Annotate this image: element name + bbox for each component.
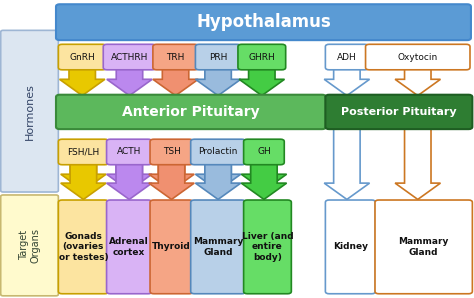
Text: TRH: TRH <box>166 52 185 62</box>
Text: ACTHRH: ACTHRH <box>111 52 148 62</box>
FancyBboxPatch shape <box>325 95 473 129</box>
Polygon shape <box>61 164 106 190</box>
FancyBboxPatch shape <box>375 200 473 294</box>
Polygon shape <box>195 69 241 96</box>
FancyBboxPatch shape <box>244 139 284 165</box>
Polygon shape <box>195 164 241 199</box>
Polygon shape <box>241 164 287 190</box>
Text: Oxytocin: Oxytocin <box>398 52 438 62</box>
FancyBboxPatch shape <box>365 44 470 70</box>
Text: ADH: ADH <box>337 52 357 62</box>
Text: FSH/LH: FSH/LH <box>67 148 100 156</box>
FancyBboxPatch shape <box>195 44 241 70</box>
Polygon shape <box>195 164 241 190</box>
Text: Gonads
(ovaries
or testes): Gonads (ovaries or testes) <box>59 232 108 262</box>
Polygon shape <box>239 69 284 96</box>
Polygon shape <box>107 69 152 96</box>
Text: Hormones: Hormones <box>25 83 35 140</box>
Polygon shape <box>107 164 152 199</box>
Polygon shape <box>153 69 198 96</box>
Polygon shape <box>241 164 287 199</box>
FancyBboxPatch shape <box>103 44 156 70</box>
FancyBboxPatch shape <box>58 200 109 294</box>
Polygon shape <box>395 69 440 96</box>
Polygon shape <box>107 164 152 190</box>
Text: Kidney: Kidney <box>333 242 368 252</box>
FancyBboxPatch shape <box>58 44 106 70</box>
Polygon shape <box>149 164 194 190</box>
FancyBboxPatch shape <box>191 200 246 294</box>
FancyBboxPatch shape <box>58 139 109 165</box>
Polygon shape <box>324 69 370 96</box>
Text: ACTH: ACTH <box>117 148 141 156</box>
Polygon shape <box>324 128 370 199</box>
FancyBboxPatch shape <box>56 4 471 40</box>
FancyBboxPatch shape <box>150 139 193 165</box>
Text: GHRH: GHRH <box>248 52 275 62</box>
Text: Thyroid: Thyroid <box>152 242 191 252</box>
Text: TSH: TSH <box>163 148 181 156</box>
Text: PRH: PRH <box>209 52 228 62</box>
FancyBboxPatch shape <box>0 195 58 296</box>
FancyBboxPatch shape <box>107 200 152 294</box>
Text: Anterior Pituitary: Anterior Pituitary <box>122 105 260 119</box>
Text: Mammary
Gland: Mammary Gland <box>193 237 243 257</box>
Text: Posterior Pituitary: Posterior Pituitary <box>341 107 456 117</box>
FancyBboxPatch shape <box>56 95 326 129</box>
Text: Adrenal
cortex: Adrenal cortex <box>109 237 149 257</box>
FancyBboxPatch shape <box>191 139 246 165</box>
FancyBboxPatch shape <box>325 200 375 294</box>
FancyBboxPatch shape <box>238 44 286 70</box>
FancyBboxPatch shape <box>325 44 368 70</box>
Text: GH: GH <box>257 148 271 156</box>
FancyBboxPatch shape <box>153 44 198 70</box>
Polygon shape <box>61 164 106 199</box>
Polygon shape <box>60 69 105 96</box>
FancyBboxPatch shape <box>0 30 58 192</box>
Text: GnRH: GnRH <box>69 52 95 62</box>
FancyBboxPatch shape <box>107 139 152 165</box>
Polygon shape <box>149 164 194 199</box>
FancyBboxPatch shape <box>244 200 292 294</box>
Polygon shape <box>395 128 440 199</box>
Text: Mammary
Gland: Mammary Gland <box>399 237 449 257</box>
Text: Target
Organs: Target Organs <box>19 228 40 263</box>
Text: Liver (and
entire
body): Liver (and entire body) <box>242 232 293 262</box>
Text: Hypothalamus: Hypothalamus <box>196 13 331 31</box>
Text: Prolactin: Prolactin <box>199 148 238 156</box>
FancyBboxPatch shape <box>150 200 193 294</box>
